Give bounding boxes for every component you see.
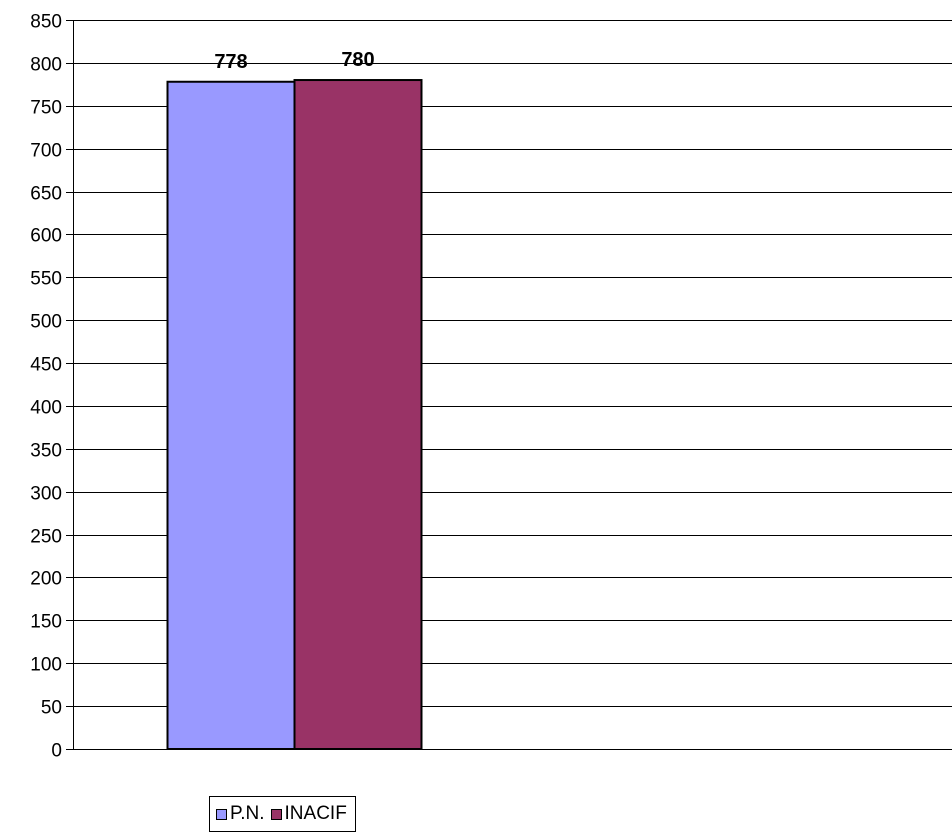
data-label-inacif: 780 bbox=[341, 49, 374, 71]
legend-label-inacif: INACIF bbox=[284, 803, 347, 824]
y-tick-label: 450 bbox=[30, 355, 62, 376]
legend-item-pn: P.N. bbox=[216, 803, 265, 825]
bar-pn bbox=[166, 80, 296, 750]
y-tick-label: 850 bbox=[30, 12, 62, 33]
data-label-pn: 778 bbox=[214, 51, 247, 73]
y-tick-label: 50 bbox=[41, 698, 62, 719]
legend-label-pn: P.N. bbox=[230, 803, 265, 824]
legend-swatch-inacif bbox=[270, 808, 282, 820]
y-tick-label: 550 bbox=[30, 269, 62, 290]
y-tick-label: 800 bbox=[30, 55, 62, 76]
y-tick-label: 350 bbox=[30, 441, 62, 462]
y-tick-label: 250 bbox=[30, 527, 62, 548]
bar-inacif bbox=[293, 79, 423, 751]
y-tick-label: 600 bbox=[30, 226, 62, 247]
y-tick-label: 500 bbox=[30, 312, 62, 333]
bars bbox=[166, 79, 423, 751]
y-tick-label: 150 bbox=[30, 612, 62, 633]
y-tick-label: 100 bbox=[30, 655, 62, 676]
y-tick-label: 400 bbox=[30, 398, 62, 419]
legend: P.N. INACIF bbox=[209, 796, 356, 832]
y-tick-label: 0 bbox=[51, 741, 62, 762]
data-labels: 778 780 bbox=[214, 49, 374, 73]
legend-item-inacif: INACIF bbox=[270, 803, 347, 825]
y-tick-label: 650 bbox=[30, 184, 62, 205]
y-tick-label: 750 bbox=[30, 98, 62, 119]
legend-swatch-pn bbox=[216, 808, 227, 820]
y-tick-label: 300 bbox=[30, 484, 62, 505]
y-tick-label: 200 bbox=[30, 569, 62, 590]
y-tick-label: 700 bbox=[30, 141, 62, 162]
